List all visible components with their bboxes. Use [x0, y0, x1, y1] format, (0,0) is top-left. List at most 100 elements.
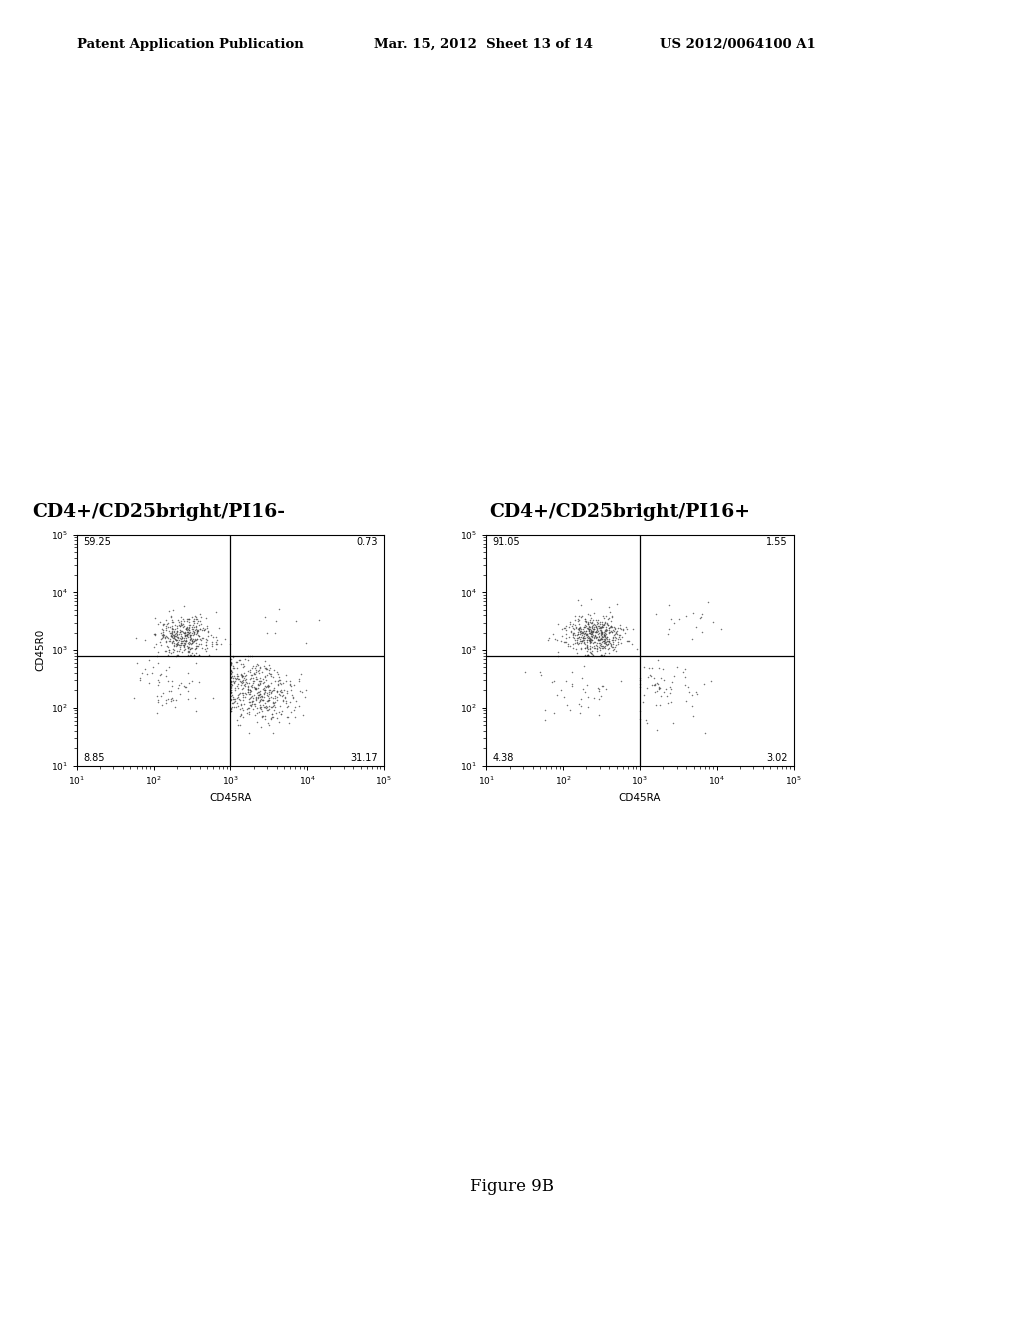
Point [132, 668, 148, 689]
Point [566, 623, 583, 644]
Point [291, 696, 307, 717]
Point [198, 634, 214, 655]
Point [163, 690, 179, 711]
Point [580, 626, 596, 647]
Point [188, 628, 205, 649]
Point [646, 675, 663, 696]
Point [597, 632, 613, 653]
Point [578, 620, 594, 642]
Point [236, 656, 252, 677]
Point [254, 689, 270, 710]
Point [252, 675, 268, 696]
Point [261, 682, 278, 704]
Point [252, 686, 268, 708]
Point [213, 634, 229, 655]
Point [609, 634, 626, 655]
Point [578, 610, 594, 631]
Point [257, 693, 273, 714]
Point [588, 634, 604, 655]
Point [187, 605, 204, 626]
Point [156, 624, 172, 645]
Point [224, 693, 241, 714]
Point [187, 701, 204, 722]
Point [179, 640, 196, 661]
Point [585, 645, 601, 667]
Point [169, 644, 185, 665]
Point [558, 632, 574, 653]
Point [259, 664, 275, 685]
Point [188, 620, 205, 642]
Point [577, 611, 593, 632]
Point [587, 622, 603, 643]
Point [178, 630, 195, 651]
Point [230, 668, 247, 689]
Text: CD4+/CD25bright/PI16-: CD4+/CD25bright/PI16- [32, 503, 286, 521]
Point [191, 610, 208, 631]
Point [678, 690, 694, 711]
Point [222, 671, 239, 692]
Point [588, 616, 604, 638]
Point [203, 624, 219, 645]
Point [592, 638, 608, 659]
Point [184, 610, 201, 631]
Point [185, 630, 202, 651]
Point [594, 626, 610, 647]
Point [172, 632, 188, 653]
Point [586, 614, 602, 635]
Point [245, 671, 261, 692]
Point [609, 594, 626, 615]
Point [158, 632, 174, 653]
Point [596, 623, 612, 644]
Point [584, 611, 600, 632]
Point [288, 690, 304, 711]
Point [632, 701, 648, 722]
Point [177, 623, 194, 644]
Point [569, 634, 586, 655]
Point [596, 612, 612, 634]
Point [166, 620, 182, 642]
Point [581, 627, 597, 648]
Point [583, 635, 599, 656]
Point [172, 627, 188, 648]
Point [582, 630, 598, 651]
Point [167, 628, 183, 649]
Point [575, 627, 592, 648]
Point [162, 623, 178, 644]
Point [581, 614, 597, 635]
Point [200, 626, 216, 647]
Point [236, 677, 252, 698]
Point [572, 639, 589, 660]
Point [260, 700, 276, 721]
Point [591, 636, 607, 657]
Point [127, 627, 143, 648]
Point [150, 675, 166, 696]
Point [248, 677, 264, 698]
Point [224, 671, 241, 692]
Point [593, 645, 609, 667]
Point [270, 669, 287, 690]
Point [271, 696, 288, 717]
Point [186, 622, 203, 643]
Point [150, 642, 166, 663]
Point [155, 622, 171, 643]
Point [584, 643, 600, 664]
Point [184, 628, 201, 649]
Point [233, 671, 250, 692]
Point [284, 685, 300, 706]
Point [176, 635, 193, 656]
Point [168, 689, 184, 710]
Point [584, 630, 600, 651]
Point [577, 638, 593, 659]
Point [579, 636, 595, 657]
Point [584, 620, 600, 642]
Point [186, 620, 203, 642]
Point [596, 631, 612, 652]
Point [593, 622, 609, 643]
Point [572, 618, 589, 639]
Point [594, 616, 610, 638]
Point [579, 620, 595, 642]
Point [279, 697, 295, 718]
Point [180, 645, 197, 667]
Point [598, 612, 614, 634]
Point [256, 676, 272, 697]
